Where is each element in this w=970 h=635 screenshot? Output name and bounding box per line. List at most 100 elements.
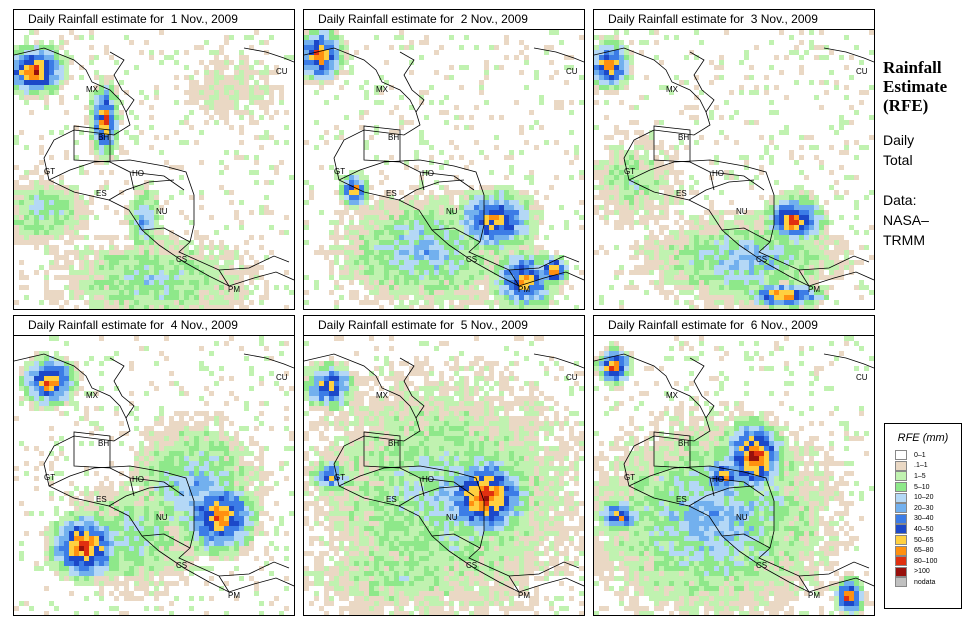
legend-item: nodata — [885, 577, 961, 588]
legend-label: .1–1 — [914, 462, 928, 470]
country-label: PM — [808, 591, 820, 600]
country-label: PM — [518, 285, 530, 294]
legend-swatch — [895, 535, 907, 546]
legend-item: >100 — [885, 566, 961, 578]
country-label: HO — [712, 475, 724, 484]
rainfall-field — [304, 30, 584, 309]
legend-item: 0–1 — [885, 450, 961, 461]
country-label: CS — [176, 561, 187, 570]
coastline-detail — [628, 51, 870, 271]
country-label: CS — [756, 561, 767, 570]
legend-swatch — [895, 503, 907, 514]
country-label: ES — [96, 189, 107, 198]
country-label: PM — [808, 285, 820, 294]
country-label: CU — [856, 67, 868, 76]
coastline — [304, 353, 584, 593]
rainfall-field — [14, 336, 294, 615]
country-label: BH — [388, 439, 399, 448]
product-title-line: Rainfall — [883, 58, 942, 77]
country-borders — [653, 125, 810, 287]
country-label: CU — [276, 67, 288, 76]
country-label: GT — [44, 167, 55, 176]
cuba-coast — [533, 47, 584, 63]
country-label: CU — [566, 67, 578, 76]
rainfall-map: CU MX BH GT HO ES NU CS PM — [14, 30, 294, 309]
country-label: NU — [446, 207, 458, 216]
legend-swatch — [895, 482, 907, 493]
country-label: CU — [856, 373, 868, 382]
panel-title: Daily Rainfall estimate for 6 Nov., 2009 — [594, 316, 874, 336]
country-label: ES — [386, 495, 397, 504]
panel-title: Daily Rainfall estimate for 5 Nov., 2009 — [304, 316, 584, 336]
legend-swatch — [895, 471, 907, 482]
coastline — [14, 353, 294, 593]
country-label: BH — [98, 439, 109, 448]
rainfall-map: CU MX BH GT HO ES NU CS PM — [304, 336, 584, 615]
legend-label: 50–65 — [914, 536, 934, 544]
map-panel-nov-5: Daily Rainfall estimate for 5 Nov., 2009… — [303, 315, 585, 616]
country-label: HO — [132, 169, 144, 178]
coastline-detail — [628, 357, 870, 577]
country-label: BH — [678, 439, 689, 448]
country-label: HO — [422, 475, 434, 484]
rainfall-field — [594, 30, 874, 309]
product-title-line: (RFE) — [883, 96, 929, 115]
legend-swatch — [895, 577, 907, 588]
coastline — [304, 47, 584, 287]
map-panel-nov-2: Daily Rainfall estimate for 2 Nov., 2009… — [303, 9, 585, 310]
country-label: GT — [334, 167, 345, 176]
cuba-coast — [823, 353, 874, 369]
country-label: NU — [736, 513, 748, 522]
map-panel-nov-4: Daily Rainfall estimate for 4 Nov., 2009… — [13, 315, 295, 616]
country-label: BH — [98, 133, 109, 142]
coastline — [594, 47, 874, 287]
data-source: Data: NASA– TRMM — [883, 190, 929, 250]
legend-swatch — [895, 450, 907, 461]
coastline-detail — [338, 357, 580, 577]
legend-label: 10–20 — [914, 494, 934, 502]
product-subtitle: Daily Total — [883, 130, 914, 170]
country-label: GT — [44, 473, 55, 482]
legend-label: 80–100 — [914, 557, 938, 565]
country-label: NU — [156, 513, 168, 522]
legend-item: 10–20 — [885, 492, 961, 503]
country-label: MX — [666, 391, 679, 400]
source-line: Data: — [883, 192, 917, 208]
country-borders — [653, 431, 810, 593]
country-label: CU — [276, 373, 288, 382]
subtitle-line: Daily — [883, 132, 915, 148]
panel-title: Daily Rainfall estimate for 2 Nov., 2009 — [304, 10, 584, 30]
cuba-coast — [823, 47, 874, 63]
coastline-detail — [338, 51, 580, 271]
rainfall-map: CU MX BH GT HO ES NU CS PM — [304, 30, 584, 309]
country-label: NU — [736, 207, 748, 216]
country-label: MX — [376, 391, 389, 400]
product-title: Rainfall Estimate (RFE) — [883, 58, 947, 115]
country-label: HO — [712, 169, 724, 178]
legend-swatch — [895, 492, 907, 503]
country-label: GT — [624, 473, 635, 482]
legend-label: 40–50 — [914, 525, 934, 533]
cuba-coast — [243, 47, 294, 63]
country-label: PM — [518, 591, 530, 600]
subtitle-line: Total — [883, 152, 913, 168]
rfe-legend: RFE (mm) 0–1 .1–1 1–5 5–10 10–20 20–30 30–40 40… — [884, 423, 962, 609]
legend-item: 80–100 — [885, 556, 961, 567]
country-label: CS — [466, 255, 477, 264]
legend-swatch — [895, 524, 907, 535]
legend-swatch — [895, 545, 907, 556]
legend-item: 20–30 — [885, 503, 961, 514]
country-label: ES — [676, 495, 687, 504]
country-label: BH — [678, 133, 689, 142]
legend-label: 30–40 — [914, 515, 934, 523]
country-label: ES — [96, 495, 107, 504]
country-label: CS — [756, 255, 767, 264]
rainfall-map: CU MX BH GT HO ES NU CS PM — [594, 30, 874, 309]
legend-swatch — [895, 513, 907, 524]
rainfall-map: CU MX BH GT HO ES NU CS PM — [594, 336, 874, 615]
rainfall-field — [14, 30, 294, 309]
country-label: NU — [446, 513, 458, 522]
coastline-detail — [48, 357, 290, 577]
country-label: CS — [176, 255, 187, 264]
country-label: MX — [666, 85, 679, 94]
